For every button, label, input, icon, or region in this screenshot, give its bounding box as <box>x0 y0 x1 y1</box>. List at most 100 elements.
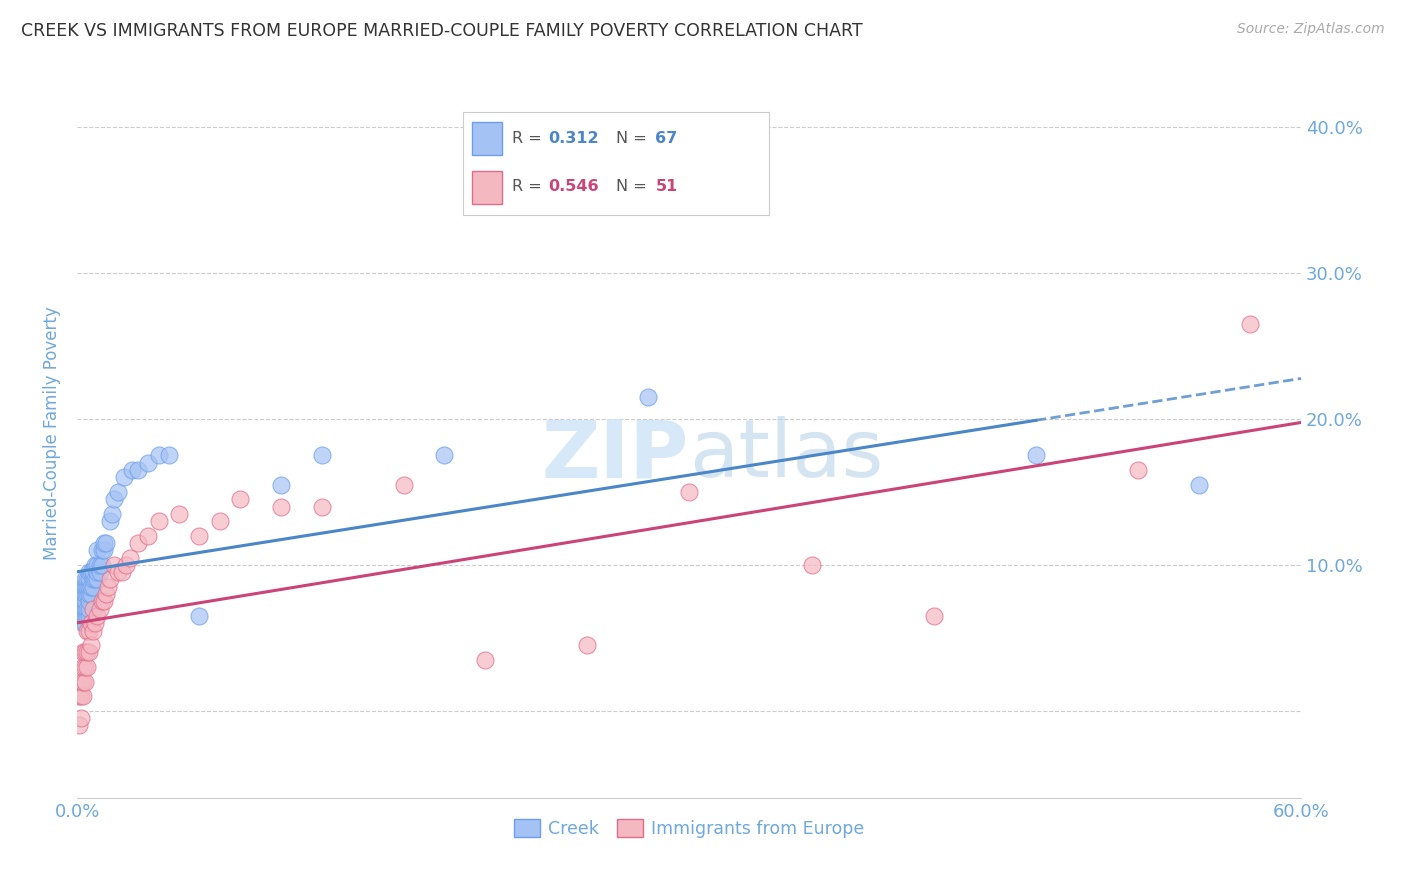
Point <box>72 594 94 608</box>
Point <box>167 507 190 521</box>
Point <box>76 587 98 601</box>
Point <box>138 529 160 543</box>
Point <box>270 477 292 491</box>
Point <box>79 587 101 601</box>
Point <box>75 645 97 659</box>
Point <box>80 638 103 652</box>
Point <box>311 500 333 514</box>
Point <box>79 645 101 659</box>
Point <box>67 594 90 608</box>
Point <box>93 594 115 608</box>
Point <box>93 536 115 550</box>
Point <box>121 463 143 477</box>
Point <box>188 529 211 543</box>
Point <box>1126 463 1149 477</box>
Point <box>1025 449 1047 463</box>
Point <box>75 573 97 587</box>
Point <box>70 690 93 704</box>
Point <box>270 500 292 514</box>
Point <box>67 718 90 732</box>
Point <box>82 624 104 638</box>
Point <box>229 492 252 507</box>
Point <box>148 514 170 528</box>
Text: CREEK VS IMMIGRANTS FROM EUROPE MARRIED-COUPLE FAMILY POVERTY CORRELATION CHART: CREEK VS IMMIGRANTS FROM EUROPE MARRIED-… <box>21 22 863 40</box>
Point <box>79 565 101 579</box>
Point <box>112 470 135 484</box>
Point <box>94 536 117 550</box>
Point <box>127 463 149 477</box>
Point <box>72 587 94 601</box>
Point <box>70 594 93 608</box>
Point <box>80 587 103 601</box>
Point <box>433 449 456 463</box>
Point <box>75 594 97 608</box>
Point <box>86 609 108 624</box>
Point <box>922 609 945 624</box>
Point <box>82 573 104 587</box>
Point <box>70 587 93 601</box>
Point <box>86 573 108 587</box>
Point <box>79 601 101 615</box>
Point <box>576 638 599 652</box>
Point <box>97 580 120 594</box>
Text: atlas: atlas <box>689 417 883 494</box>
Point <box>75 601 97 615</box>
Point <box>67 587 90 601</box>
Point <box>82 601 104 615</box>
Point <box>120 550 142 565</box>
Point <box>188 609 211 624</box>
Point <box>157 449 180 463</box>
Point <box>76 573 98 587</box>
Point <box>72 660 94 674</box>
Point <box>89 558 111 572</box>
Point <box>98 573 121 587</box>
Point <box>79 624 101 638</box>
Point <box>72 616 94 631</box>
Point <box>70 609 93 624</box>
Point <box>392 477 415 491</box>
Point <box>84 616 107 631</box>
Point <box>76 580 98 594</box>
Point <box>103 558 125 572</box>
Point <box>100 507 122 521</box>
Point <box>311 449 333 463</box>
Point <box>107 484 129 499</box>
Point <box>72 580 94 594</box>
Point <box>75 587 97 601</box>
Point <box>76 660 98 674</box>
Point <box>98 514 121 528</box>
Point <box>103 492 125 507</box>
Point <box>107 565 129 579</box>
Point <box>474 653 496 667</box>
Point <box>72 645 94 659</box>
Point <box>67 690 90 704</box>
Point <box>80 580 103 594</box>
Point <box>84 558 107 572</box>
Point <box>80 565 103 579</box>
Legend: Creek, Immigrants from Europe: Creek, Immigrants from Europe <box>506 812 872 845</box>
Point <box>72 690 94 704</box>
Point <box>86 558 108 572</box>
Point <box>90 558 112 572</box>
Point <box>637 390 659 404</box>
Point <box>94 587 117 601</box>
Point <box>75 660 97 674</box>
Point <box>86 543 108 558</box>
Point <box>82 580 104 594</box>
Point <box>138 456 160 470</box>
Point <box>93 543 115 558</box>
Point <box>79 594 101 608</box>
Point <box>800 558 823 572</box>
Y-axis label: Married-Couple Family Poverty: Married-Couple Family Poverty <box>44 307 60 560</box>
Point <box>89 601 111 615</box>
Point <box>80 616 103 631</box>
Point <box>82 565 104 579</box>
Point <box>72 601 94 615</box>
Point <box>70 711 93 725</box>
Point <box>70 674 93 689</box>
Point <box>70 601 93 615</box>
Point <box>1188 477 1211 491</box>
Point <box>75 674 97 689</box>
Point <box>678 484 700 499</box>
Point <box>75 609 97 624</box>
